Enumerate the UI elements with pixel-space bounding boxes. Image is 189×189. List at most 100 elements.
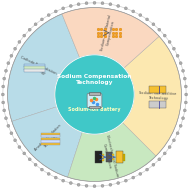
- Circle shape: [181, 117, 184, 120]
- Circle shape: [93, 1, 96, 4]
- Circle shape: [152, 163, 155, 166]
- Circle shape: [139, 172, 142, 175]
- Circle shape: [7, 124, 10, 127]
- Bar: [149, 101, 166, 108]
- Bar: [95, 151, 102, 163]
- Circle shape: [77, 3, 80, 6]
- Text: Sodium-rich Material
Compensation: Sodium-rich Material Compensation: [100, 14, 117, 52]
- Circle shape: [181, 69, 184, 72]
- Bar: [41, 138, 60, 140]
- Text: Anode Pre-sodiation
Technology: Anode Pre-sodiation Technology: [34, 124, 65, 155]
- Bar: [106, 152, 112, 162]
- Circle shape: [40, 18, 43, 21]
- Bar: [24, 64, 45, 67]
- Circle shape: [183, 77, 186, 80]
- Circle shape: [62, 7, 65, 10]
- Text: Electrochemical Sodium
Compensation: Electrochemical Sodium Compensation: [100, 134, 119, 178]
- Circle shape: [101, 184, 104, 187]
- Wedge shape: [122, 36, 181, 156]
- Circle shape: [54, 176, 57, 179]
- Wedge shape: [8, 14, 80, 121]
- Circle shape: [34, 23, 37, 26]
- Circle shape: [109, 3, 112, 6]
- Text: Sodium Compensation
Technology: Sodium Compensation Technology: [57, 74, 132, 85]
- Circle shape: [93, 185, 96, 188]
- Wedge shape: [62, 8, 159, 68]
- Bar: [41, 132, 60, 135]
- Circle shape: [2, 101, 5, 104]
- Circle shape: [69, 181, 72, 184]
- Circle shape: [117, 181, 120, 184]
- Bar: [41, 140, 60, 143]
- Bar: [41, 135, 60, 137]
- Circle shape: [10, 54, 13, 57]
- Circle shape: [10, 132, 13, 135]
- Circle shape: [47, 172, 50, 175]
- Bar: [89, 92, 100, 94]
- Circle shape: [34, 163, 37, 166]
- Text: Sodium-Ion Battery: Sodium-Ion Battery: [68, 107, 121, 112]
- Wedge shape: [12, 107, 82, 177]
- Circle shape: [124, 7, 127, 10]
- Text: Sodium Salt Additive
Technology: Sodium Salt Additive Technology: [139, 91, 177, 101]
- Circle shape: [54, 10, 57, 13]
- Circle shape: [172, 47, 175, 50]
- Circle shape: [183, 109, 186, 112]
- Circle shape: [132, 10, 135, 13]
- Circle shape: [28, 158, 31, 161]
- FancyBboxPatch shape: [87, 94, 102, 108]
- Circle shape: [5, 117, 8, 120]
- Circle shape: [18, 146, 21, 149]
- Circle shape: [185, 93, 188, 96]
- Circle shape: [176, 54, 179, 57]
- Circle shape: [168, 40, 171, 43]
- Text: Cathode Pre-sodiation
Technology: Cathode Pre-sodiation Technology: [17, 56, 57, 80]
- Bar: [102, 154, 104, 160]
- Circle shape: [172, 139, 175, 142]
- Circle shape: [146, 168, 149, 171]
- Bar: [41, 143, 60, 145]
- Circle shape: [40, 168, 43, 171]
- Circle shape: [62, 179, 65, 182]
- Circle shape: [179, 62, 182, 65]
- Bar: [115, 151, 123, 163]
- Circle shape: [85, 184, 88, 187]
- Circle shape: [184, 101, 187, 104]
- Bar: [112, 154, 114, 160]
- Circle shape: [132, 176, 135, 179]
- Circle shape: [146, 18, 149, 21]
- Circle shape: [117, 5, 120, 8]
- Circle shape: [3, 109, 6, 112]
- Bar: [149, 86, 166, 93]
- Circle shape: [14, 139, 17, 142]
- Wedge shape: [68, 122, 156, 181]
- Bar: [24, 69, 45, 72]
- Circle shape: [23, 34, 26, 37]
- Circle shape: [158, 158, 161, 161]
- Circle shape: [77, 183, 80, 186]
- Circle shape: [47, 14, 50, 17]
- Circle shape: [18, 40, 21, 43]
- Circle shape: [55, 55, 134, 134]
- Circle shape: [163, 152, 166, 155]
- Circle shape: [152, 23, 155, 26]
- Circle shape: [23, 152, 26, 155]
- Circle shape: [124, 179, 127, 182]
- Bar: [89, 106, 100, 108]
- Circle shape: [163, 34, 166, 37]
- Circle shape: [14, 47, 17, 50]
- Circle shape: [184, 85, 187, 88]
- Circle shape: [109, 183, 112, 186]
- Circle shape: [3, 77, 6, 80]
- Circle shape: [1, 93, 4, 96]
- Circle shape: [101, 2, 104, 5]
- Bar: [24, 66, 45, 70]
- Circle shape: [7, 62, 10, 65]
- Circle shape: [85, 2, 88, 5]
- Circle shape: [2, 85, 5, 88]
- Circle shape: [179, 124, 182, 127]
- Circle shape: [28, 28, 31, 31]
- Circle shape: [176, 132, 179, 135]
- Circle shape: [168, 146, 171, 149]
- Circle shape: [69, 5, 72, 8]
